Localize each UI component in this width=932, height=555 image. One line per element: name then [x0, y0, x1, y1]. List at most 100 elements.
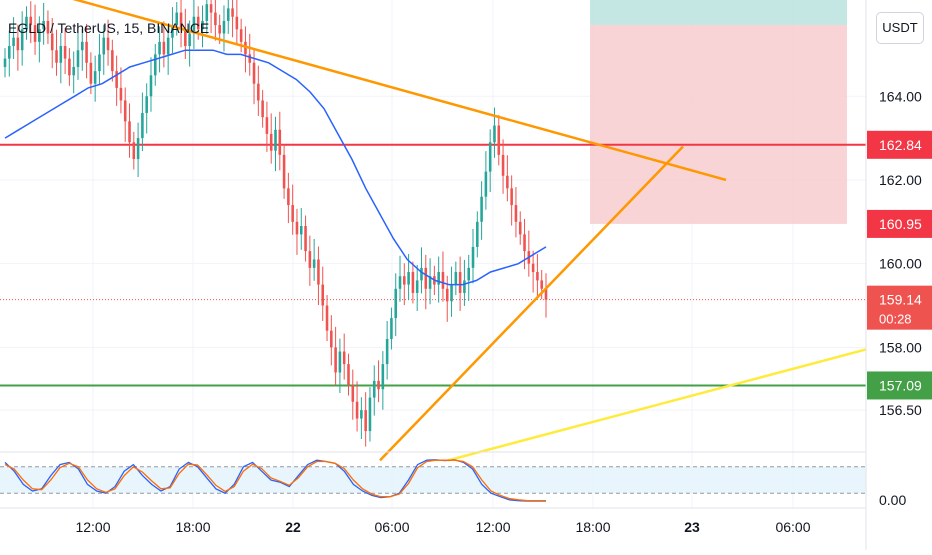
candle[interactable]	[445, 288, 449, 302]
candle[interactable]	[510, 188, 513, 206]
candle[interactable]	[188, 33, 191, 47]
candle[interactable]	[59, 46, 63, 63]
candle[interactable]	[235, 16, 239, 30]
candle[interactable]	[209, 4, 213, 13]
candle[interactable]	[192, 16, 196, 34]
candle[interactable]	[282, 154, 286, 189]
candle[interactable]	[398, 276, 402, 289]
moving-average-line[interactable]	[4, 49, 547, 286]
candle[interactable]	[312, 259, 316, 268]
candle[interactable]	[437, 272, 440, 285]
candle[interactable]	[132, 142, 136, 160]
candle[interactable]	[196, 16, 200, 30]
candle[interactable]	[153, 54, 157, 76]
candle[interactable]	[76, 50, 80, 67]
candle[interactable]	[497, 125, 501, 155]
candle[interactable]	[351, 385, 355, 402]
candle[interactable]	[514, 205, 518, 222]
candle[interactable]	[50, 33, 54, 51]
candle[interactable]	[226, 8, 230, 21]
candle[interactable]	[518, 221, 522, 235]
candle[interactable]	[506, 175, 509, 189]
candle[interactable]	[299, 226, 303, 235]
candle[interactable]	[295, 221, 299, 235]
candle[interactable]	[244, 41, 247, 55]
candle[interactable]	[102, 37, 106, 55]
candle[interactable]	[471, 246, 475, 268]
candle[interactable]	[136, 138, 140, 160]
candle[interactable]	[42, 20, 45, 30]
candle[interactable]	[72, 66, 75, 76]
candle[interactable]	[274, 129, 277, 151]
price-badge-resistance[interactable]	[867, 130, 932, 159]
candle[interactable]	[441, 272, 445, 289]
candle[interactable]	[424, 267, 428, 289]
candle[interactable]	[360, 410, 363, 419]
candle[interactable]	[415, 280, 419, 293]
candle[interactable]	[488, 142, 492, 172]
candle[interactable]	[257, 83, 260, 101]
candle[interactable]	[149, 75, 153, 97]
candle[interactable]	[493, 125, 496, 143]
candle[interactable]	[265, 117, 269, 134]
candle[interactable]	[20, 29, 24, 51]
candle[interactable]	[291, 205, 294, 222]
candle[interactable]	[93, 71, 97, 84]
candle[interactable]	[63, 46, 67, 59]
candle[interactable]	[269, 133, 273, 151]
candle[interactable]	[175, 12, 179, 26]
stoch-d-line[interactable]	[4, 459, 546, 502]
candle[interactable]	[222, 20, 226, 34]
candle[interactable]	[158, 41, 161, 55]
candle[interactable]	[342, 351, 346, 365]
price-badge-stop[interactable]	[867, 209, 932, 238]
candle[interactable]	[372, 380, 376, 398]
candle[interactable]	[179, 12, 183, 30]
candle[interactable]	[68, 58, 71, 76]
candle[interactable]	[454, 272, 458, 285]
candle[interactable]	[38, 29, 41, 42]
candle[interactable]	[476, 221, 479, 247]
candle[interactable]	[347, 364, 350, 386]
candle[interactable]	[12, 37, 15, 47]
candle[interactable]	[394, 288, 398, 319]
candle[interactable]	[239, 29, 243, 42]
candle[interactable]	[467, 267, 471, 281]
candle[interactable]	[205, 4, 209, 21]
support-trendline[interactable]	[447, 348, 867, 462]
candle[interactable]	[115, 71, 118, 88]
candle[interactable]	[531, 263, 535, 273]
candle[interactable]	[463, 280, 466, 293]
candle[interactable]	[330, 330, 333, 348]
candle[interactable]	[261, 100, 264, 118]
candle[interactable]	[55, 50, 58, 63]
candle[interactable]	[381, 364, 385, 390]
candle[interactable]	[119, 87, 123, 101]
candle[interactable]	[85, 41, 88, 63]
candle[interactable]	[317, 259, 320, 285]
candle[interactable]	[304, 226, 307, 252]
currency-button[interactable]: USDT	[876, 12, 924, 44]
candle[interactable]	[501, 154, 505, 176]
candle[interactable]	[184, 29, 187, 47]
candle[interactable]	[536, 272, 539, 281]
candle[interactable]	[171, 25, 174, 38]
candle[interactable]	[3, 58, 7, 67]
ascending-trendline[interactable]	[379, 145, 684, 462]
candle[interactable]	[201, 20, 204, 30]
candle[interactable]	[80, 41, 84, 51]
candle[interactable]	[89, 62, 93, 84]
candle[interactable]	[231, 8, 234, 17]
candle[interactable]	[145, 96, 148, 113]
candle[interactable]	[377, 380, 380, 390]
price-badge-last[interactable]	[867, 285, 932, 330]
price-axis[interactable]	[866, 0, 932, 508]
candle[interactable]	[29, 16, 33, 26]
candle[interactable]	[355, 401, 359, 419]
candle[interactable]	[252, 62, 256, 84]
candle[interactable]	[248, 54, 252, 63]
candle[interactable]	[214, 12, 217, 26]
candle[interactable]	[484, 171, 488, 197]
